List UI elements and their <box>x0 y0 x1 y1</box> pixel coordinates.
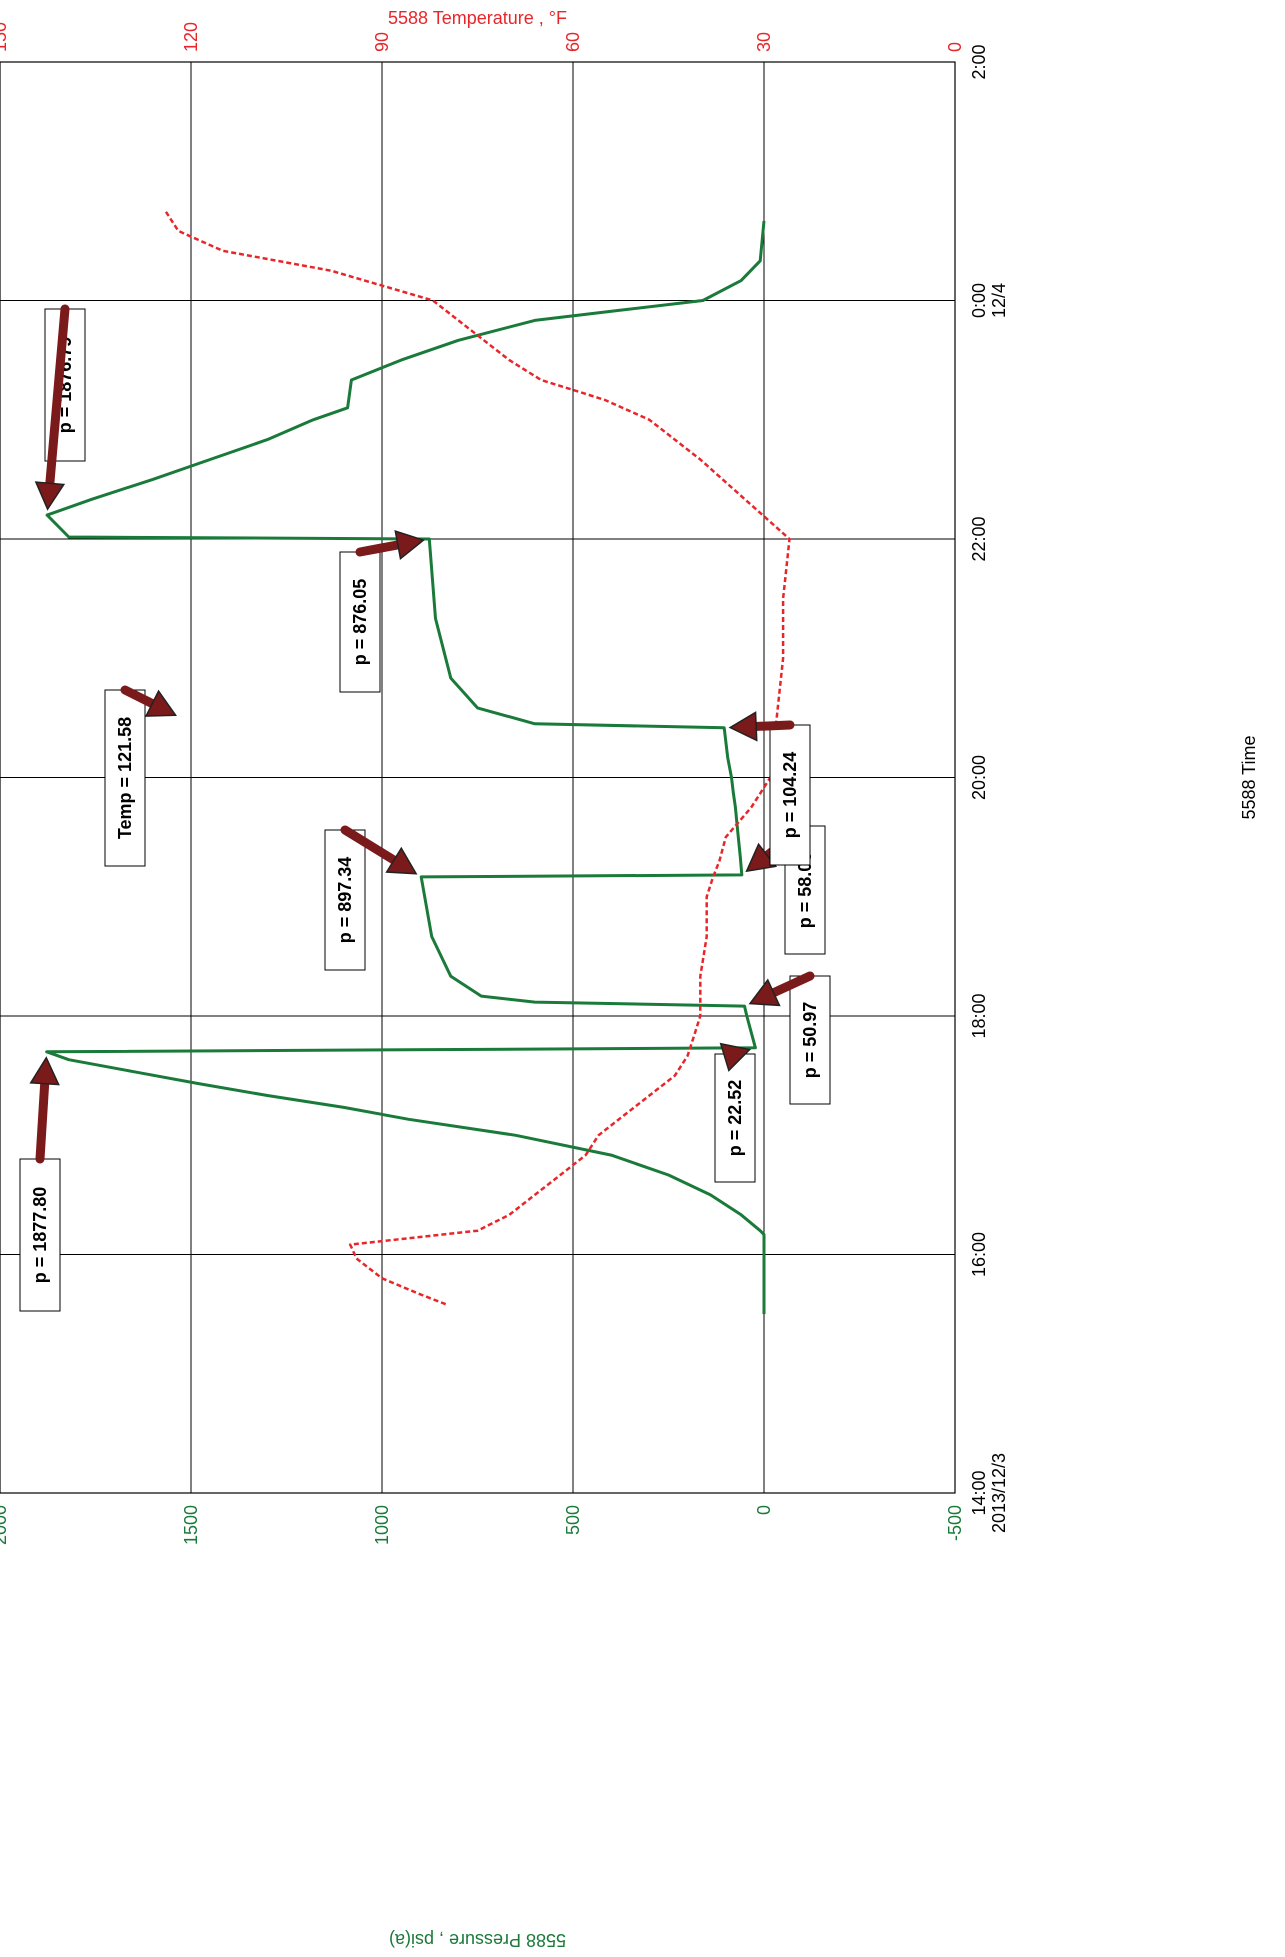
annotation-arrow-shaft <box>340 825 406 869</box>
annotation-arrow-head <box>29 1056 60 1086</box>
temperature-tick-text: 30 <box>754 32 774 52</box>
pressure-tick-label: 2000 <box>0 1505 10 1545</box>
temperature-tick-text: 0 <box>945 42 965 52</box>
annotation-arrow-shaft <box>44 304 70 496</box>
time-tick-label: 16:00 <box>969 1232 989 1277</box>
pressure-tick-text: 500 <box>563 1505 583 1535</box>
annotation-label: p = 58.03 <box>795 852 815 929</box>
temperature-tick-label: 30 <box>754 32 774 52</box>
pressure-tick-label: 0 <box>754 1505 774 1515</box>
annotation-arrow-head <box>144 689 177 717</box>
annotation-arrow-head <box>748 978 781 1007</box>
pressure-tick-label: 1500 <box>181 1505 201 1545</box>
temperature-series-line <box>164 210 791 1306</box>
temperature-tick-label: 90 <box>372 32 392 52</box>
temperature-tick-label: 150 <box>0 22 10 52</box>
time-tick-text: 14:00 <box>969 1470 989 1515</box>
annotation-label: p = 104.24 <box>780 752 800 839</box>
annotation-label: Temp = 121.58 <box>115 717 135 839</box>
annotation-box <box>769 724 811 866</box>
time-axis-title: 5588 Time <box>1239 735 1259 819</box>
annotation-label: p = 897.34 <box>335 857 355 944</box>
pressure-tick-text: 1000 <box>372 1505 392 1545</box>
annotation-box <box>19 1158 61 1312</box>
pressure-tick-label: 500 <box>563 1505 583 1535</box>
annotation-text: p = 876.05 <box>350 579 370 666</box>
annotation-label: p = 1877.80 <box>30 1187 50 1284</box>
time-tick-label: 14:00 2013/12/3 <box>969 1453 1009 1533</box>
temperature-tick-text: 90 <box>372 32 392 52</box>
annotation-text: p = 58.03 <box>795 852 815 929</box>
temperature-tick-label: 60 <box>563 32 583 52</box>
annotation-text: p = 104.24 <box>780 752 800 839</box>
temperature-tick-text: 150 <box>0 22 10 52</box>
annotation-arrow-head <box>745 842 778 873</box>
pressure-series-line <box>45 220 766 1315</box>
pressure-tick-label: 1000 <box>372 1505 392 1545</box>
annotation-text: p = 50.97 <box>800 1002 820 1079</box>
time-tick-text: 0:00 <box>969 283 989 318</box>
time-tick-label: 18:00 <box>969 993 989 1038</box>
annotation-arrow-head <box>394 530 426 561</box>
pressure-axis-title: 5588 Pressure , psi(a) <box>389 1930 566 1950</box>
pressure-tick-text: 1500 <box>181 1505 201 1545</box>
time-tick-text: 18:00 <box>969 993 989 1038</box>
annotation-arrow-head <box>385 846 418 875</box>
annotation-text: p = 1877.80 <box>30 1187 50 1284</box>
time-tick-label: 22:00 <box>969 516 989 561</box>
time-axis-title-text: 5588 Time <box>1239 735 1259 819</box>
time-tick-label: 2:00 <box>969 44 989 79</box>
temperature-tick-text: 120 <box>181 22 201 52</box>
annotation-box <box>339 551 381 693</box>
temperature-tick-text: 60 <box>563 32 583 52</box>
annotation-arrow-shaft <box>35 1071 50 1164</box>
time-tick-label: 0:00 12/4 <box>969 283 1009 318</box>
time-tick-text: 20:00 <box>969 755 989 800</box>
series-layer <box>45 210 791 1315</box>
temperature-tick-label: 120 <box>181 22 201 52</box>
annotation-text: p = 897.34 <box>335 857 355 944</box>
annotation-label: p = 22.52 <box>725 1080 745 1157</box>
time-tick-sublabel: 2013/12/3 <box>989 1453 1009 1533</box>
temperature-axis-title: 5588 Temperature , °F <box>388 8 567 28</box>
annotation-label: p = 50.97 <box>800 1002 820 1079</box>
time-tick-label: 20:00 <box>969 755 989 800</box>
annotation-text: p = 22.52 <box>725 1080 745 1157</box>
time-tick-text: 22:00 <box>969 516 989 561</box>
annotation-label: p = 876.05 <box>350 579 370 666</box>
annotation-arrow-head <box>34 481 66 511</box>
annotation-arrow-head <box>728 711 758 742</box>
time-tick-text: 2:00 <box>969 44 989 79</box>
annotation-box <box>714 1053 756 1183</box>
time-tick-text: 16:00 <box>969 1232 989 1277</box>
annotation-arrow-head <box>719 1042 752 1072</box>
pressure-tick-text: 0 <box>754 1505 774 1515</box>
pressure-tick-text: 2000 <box>0 1505 10 1545</box>
annotation-box <box>324 829 366 971</box>
temperature-tick-label: 0 <box>945 42 965 52</box>
pressure-tick-text: -500 <box>945 1505 965 1541</box>
pressure-tick-label: -500 <box>945 1505 965 1541</box>
annotation-box <box>104 689 146 867</box>
annotations-layer: p = 1877.80 p = 22.52 p = 50.97 p = 897.34 p… <box>19 304 831 1312</box>
annotation-text: Temp = 121.58 <box>115 717 135 839</box>
time-tick-sublabel: 12/4 <box>989 283 1009 318</box>
axis-titles: 5588 Temperature , °F 5588 Pressure , psi… <box>388 8 1259 1950</box>
